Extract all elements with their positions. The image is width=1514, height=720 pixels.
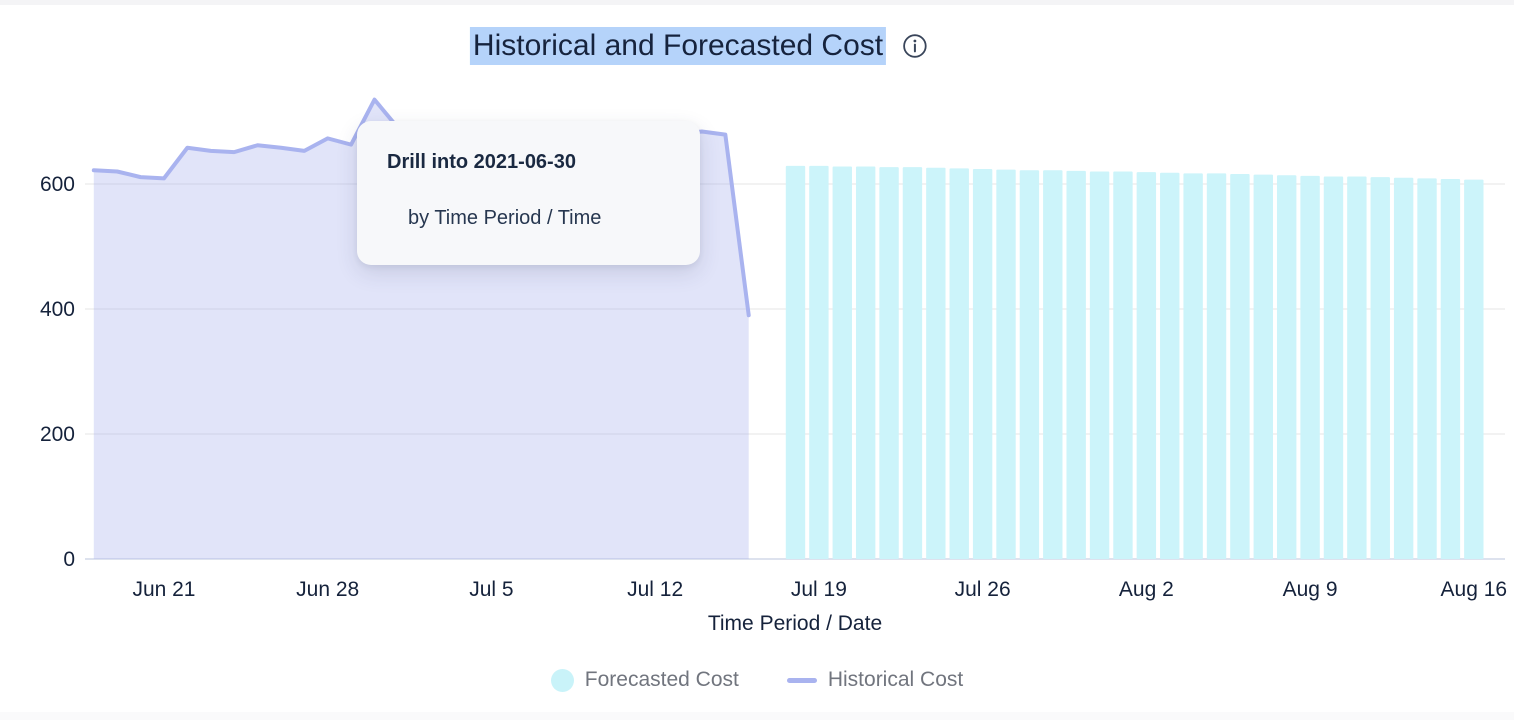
forecast-bar[interactable]	[1043, 170, 1063, 559]
forecast-bar[interactable]	[1136, 172, 1157, 559]
info-icon[interactable]	[902, 33, 928, 59]
forecast-bar[interactable]	[1370, 177, 1390, 559]
legend-item-historical-cost[interactable]: Historical Cost	[786, 668, 964, 692]
forecast-bar[interactable]	[902, 167, 923, 559]
forecast-bar[interactable]	[1276, 175, 1297, 559]
x-axis-title: Time Period / Date	[708, 612, 882, 635]
x-tick-label: Jul 12	[627, 578, 683, 601]
x-tick-label: Jul 19	[791, 578, 847, 601]
forecast-bar[interactable]	[785, 165, 806, 559]
x-tick-label: Jun 28	[296, 578, 359, 601]
legend-line-icon	[786, 677, 817, 683]
forecast-bar[interactable]	[949, 168, 969, 559]
legend-label: Historical Cost	[827, 668, 964, 691]
x-tick-label: Jul 26	[955, 578, 1011, 601]
y-tick-label: 400	[40, 298, 75, 321]
drill-tooltip-title[interactable]: Drill into 2021-06-30	[387, 151, 576, 173]
forecast-bar[interactable]	[809, 165, 829, 559]
forecast-bar[interactable]	[1113, 171, 1133, 560]
forecast-bar[interactable]	[1464, 179, 1484, 559]
forecast-bar[interactable]	[1206, 173, 1227, 559]
forecast-bar[interactable]	[996, 169, 1016, 559]
forecast-bar[interactable]	[879, 167, 899, 559]
forecast-bar[interactable]	[1230, 174, 1250, 559]
page-title: Historical and Forecasted Cost	[469, 27, 887, 65]
x-tick-label: Jun 21	[132, 578, 195, 601]
bottom-edge-band	[0, 712, 1514, 720]
legend-item-forecasted-cost[interactable]: Forecasted Cost	[550, 668, 739, 692]
x-tick-label: Aug 16	[1441, 578, 1508, 601]
forecast-bar[interactable]	[1066, 170, 1086, 559]
x-tick-label: Aug 2	[1119, 578, 1174, 601]
chart-header: Historical and Forecasted Cost	[469, 27, 928, 65]
top-edge-band	[0, 0, 1514, 5]
forecast-bar[interactable]	[1417, 178, 1437, 559]
forecast-bar[interactable]	[1440, 179, 1461, 559]
y-tick-label: 200	[40, 423, 75, 446]
forecast-bar[interactable]	[1253, 174, 1273, 559]
forecast-bar-series[interactable]	[785, 165, 1484, 560]
forecast-bar[interactable]	[926, 167, 946, 559]
legend-dot-icon	[550, 668, 574, 692]
forecast-bar[interactable]	[1347, 176, 1367, 560]
drill-tooltip-subtitle[interactable]: by Time Period / Time	[408, 207, 602, 229]
forecast-bar[interactable]	[1300, 175, 1320, 559]
forecast-bar[interactable]	[1160, 172, 1180, 559]
x-tick-label: Aug 9	[1283, 578, 1338, 601]
forecast-bar[interactable]	[1089, 171, 1110, 560]
chart-legend: Forecasted Cost Historical Cost	[0, 664, 1514, 696]
forecast-bar[interactable]	[1183, 173, 1203, 559]
forecast-bar[interactable]	[832, 166, 852, 560]
forecast-bar[interactable]	[1323, 176, 1344, 560]
forecast-bar[interactable]	[1019, 170, 1040, 559]
forecast-bar[interactable]	[1393, 177, 1414, 559]
forecast-bar[interactable]	[972, 169, 993, 559]
y-axis-labels: 0 200 400 600	[40, 173, 75, 571]
x-tick-label: Jul 5	[469, 578, 513, 601]
forecast-bar[interactable]	[855, 166, 876, 560]
x-axis-labels: Jun 21 Jun 28 Jul 5 Jul 12 Jul 19 Jul 26 Aug 2…	[132, 578, 1507, 601]
y-tick-label: 0	[63, 548, 75, 571]
y-tick-label: 600	[40, 173, 75, 196]
legend-label: Forecasted Cost	[584, 668, 739, 691]
drill-tooltip[interactable]: Drill into 2021-06-30 by Time Period / T…	[357, 121, 700, 265]
